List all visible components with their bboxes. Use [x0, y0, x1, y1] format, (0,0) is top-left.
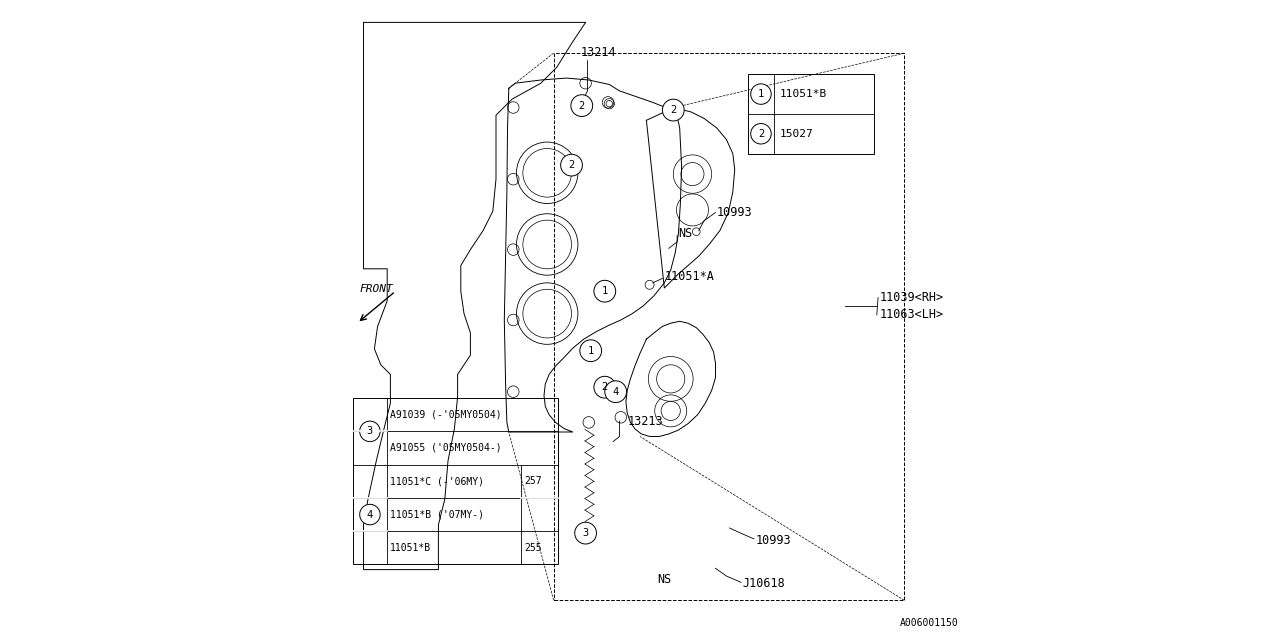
Text: 1: 1 [602, 286, 608, 296]
Bar [748, 74, 873, 154]
Circle shape [561, 154, 582, 176]
Text: 2: 2 [758, 129, 764, 139]
Bar [353, 398, 558, 564]
Text: 4: 4 [367, 509, 372, 520]
Circle shape [580, 340, 602, 362]
Circle shape [594, 280, 616, 302]
Text: 3: 3 [582, 528, 589, 538]
Text: 11039<RH>: 11039<RH> [881, 291, 945, 304]
Text: 11063<LH>: 11063<LH> [881, 308, 945, 321]
Text: 11051*B: 11051*B [389, 543, 431, 553]
Text: A91039 (-'05MY0504): A91039 (-'05MY0504) [389, 410, 502, 420]
Text: FRONT: FRONT [360, 284, 393, 294]
Circle shape [360, 504, 380, 525]
Text: 3: 3 [367, 426, 372, 436]
Text: 2: 2 [602, 382, 608, 392]
Circle shape [750, 84, 771, 104]
Text: 2: 2 [671, 105, 676, 115]
Text: A006001150: A006001150 [900, 618, 959, 628]
Circle shape [575, 522, 596, 544]
Text: NS: NS [678, 227, 692, 240]
Text: 1: 1 [588, 346, 594, 356]
Text: 11051*B ('07MY-): 11051*B ('07MY-) [389, 509, 484, 520]
Circle shape [571, 95, 593, 116]
Bar [554, 53, 905, 600]
Circle shape [750, 124, 771, 144]
Text: 15027: 15027 [780, 129, 813, 139]
Circle shape [605, 381, 627, 403]
Text: 1: 1 [758, 89, 764, 99]
Text: A91055 ('05MY0504-): A91055 ('05MY0504-) [389, 443, 502, 453]
Text: 10993: 10993 [717, 206, 753, 219]
Text: 4: 4 [613, 387, 618, 397]
Text: 11051*C (-'06MY): 11051*C (-'06MY) [389, 476, 484, 486]
Text: 257: 257 [525, 476, 541, 486]
Text: 10993: 10993 [755, 534, 791, 547]
Text: 11051*B: 11051*B [780, 89, 827, 99]
Circle shape [594, 376, 616, 398]
Text: 13214: 13214 [581, 46, 617, 59]
Text: 2: 2 [579, 100, 585, 111]
Circle shape [360, 421, 380, 442]
Text: 255: 255 [525, 543, 541, 553]
Text: J10618: J10618 [742, 577, 785, 590]
Circle shape [663, 99, 684, 121]
Text: 13213: 13213 [627, 415, 663, 428]
Text: 2: 2 [568, 160, 575, 170]
Text: 11051*A: 11051*A [664, 270, 714, 283]
Text: NS: NS [658, 573, 672, 586]
